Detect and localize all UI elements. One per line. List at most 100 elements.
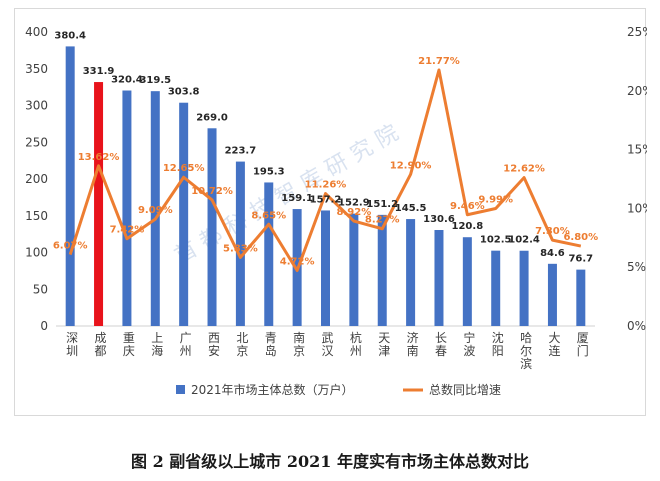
y-right-tick-label: 25% <box>627 25 647 39</box>
x-category-label: 京 <box>293 344 305 358</box>
bar-value-label: 152.9 <box>338 198 370 209</box>
y-right-tick-label: 15% <box>627 143 647 157</box>
x-category-label: 重 <box>123 331 135 345</box>
x-category-label: 州 <box>350 344 362 358</box>
growth-value-label: 6.07% <box>53 241 88 252</box>
x-category-label: 津 <box>378 344 390 358</box>
bar <box>65 46 75 326</box>
x-category-label: 广 <box>180 331 192 345</box>
bar-value-label: 223.7 <box>225 146 257 157</box>
x-category-label: 杭 <box>350 330 362 345</box>
bar <box>519 250 529 326</box>
growth-value-label: 11.26% <box>305 180 347 191</box>
bar-value-label: 84.6 <box>540 248 565 259</box>
y-left-tick-label: 300 <box>25 99 48 113</box>
y-right-tick-label: 5% <box>627 260 646 274</box>
growth-value-label: 9.99% <box>478 195 513 206</box>
figure-caption: 图 2 副省级以上城市 2021 年度实有市场主体总数对比 <box>131 452 529 471</box>
x-category-label: 海 <box>151 343 163 358</box>
y-right-tick-label: 0% <box>627 319 646 333</box>
growth-value-label: 9.09% <box>138 205 173 216</box>
x-category-label: 天 <box>378 331 390 345</box>
growth-value-label: 8.92% <box>337 207 372 218</box>
x-category-label: 滨 <box>520 356 532 371</box>
x-category-label: 武 <box>321 331 333 345</box>
bar-value-label: 320.4 <box>111 75 143 86</box>
bar-value-label: 130.6 <box>423 214 455 225</box>
x-category-label: 青 <box>265 331 277 345</box>
x-category-label: 春 <box>435 344 447 358</box>
bar <box>235 161 245 326</box>
bar-value-label: 269.0 <box>196 112 228 123</box>
chart-frame: 首 都 科 技 智 库 研 究 院 0 50 100 150 200 250 300 350 40… <box>14 8 647 416</box>
bar <box>349 213 359 326</box>
bar-value-label: 145.5 <box>395 203 427 214</box>
bar <box>207 128 217 326</box>
bar-value-label: 120.8 <box>452 221 484 232</box>
bar-value-label: 380.4 <box>54 30 86 41</box>
y-left-tick-label: 50 <box>33 282 48 296</box>
bar-value-label: 102.4 <box>508 235 540 246</box>
legend-bar-swatch <box>176 385 185 394</box>
bar <box>462 237 472 326</box>
growth-value-label: 5.83% <box>223 243 258 254</box>
bar <box>264 182 274 326</box>
y-left-tick-label: 0 <box>40 319 48 333</box>
x-category-label: 尔 <box>520 343 532 358</box>
bar <box>179 102 189 326</box>
x-category-label: 成 <box>95 331 107 345</box>
bar <box>122 90 132 326</box>
growth-value-label: 10.72% <box>191 186 233 197</box>
y-left-tick-label: 400 <box>25 25 48 39</box>
bar-value-label: 157.2 <box>310 194 342 205</box>
x-category-label: 门 <box>577 343 589 358</box>
growth-value-label: 12.65% <box>163 163 205 174</box>
bar-value-label: 303.8 <box>168 87 200 98</box>
x-category-label: 汉 <box>321 344 333 358</box>
bar-value-label: 102.5 <box>480 235 512 246</box>
x-category-label: 州 <box>180 344 192 358</box>
x-category-label: 京 <box>236 344 248 358</box>
y-right-tick-label: 20% <box>627 84 647 98</box>
x-category-label: 济 <box>407 330 419 345</box>
bar-value-label: 151.2 <box>366 199 398 210</box>
x-category-label: 安 <box>208 343 220 358</box>
growth-value-label: 9.46% <box>450 201 485 212</box>
x-category-label: 庆 <box>123 344 135 358</box>
x-category-label: 深 <box>66 331 78 345</box>
bar-value-label: 319.5 <box>139 75 171 86</box>
legend-bar-label: 2021年市场主体总数（万户） <box>191 382 354 397</box>
x-category-label: 大 <box>548 331 560 345</box>
bar <box>547 263 557 326</box>
x-category-label: 阳 <box>492 344 504 358</box>
y-left-tick-label: 250 <box>25 135 48 149</box>
growth-value-label: 6.80% <box>563 232 598 243</box>
bar-value-label: 331.9 <box>83 66 115 77</box>
bar <box>406 219 416 326</box>
x-category-label: 沈 <box>492 330 504 345</box>
x-category-label: 北 <box>236 331 248 345</box>
bar <box>321 210 330 326</box>
growth-value-label: 12.62% <box>503 164 545 175</box>
bar <box>576 269 586 326</box>
y-left-tick-label: 200 <box>25 172 48 186</box>
y-right-tick-label: 10% <box>627 201 647 215</box>
x-category-label: 宁 <box>463 330 475 345</box>
growth-line <box>68 68 582 272</box>
y-left-tick-label: 350 <box>25 62 48 76</box>
x-category-label: 西 <box>208 331 220 345</box>
growth-value-label: 21.77% <box>418 56 460 67</box>
x-category-label: 波 <box>463 344 475 358</box>
bar <box>434 230 444 326</box>
x-category-label: 南 <box>293 330 305 345</box>
growth-value-label: 12.90% <box>390 160 432 171</box>
x-category-label: 岛 <box>265 343 277 358</box>
x-category-label: 长 <box>435 331 447 345</box>
x-category-label: 圳 <box>66 344 78 358</box>
growth-value-label: 7.30% <box>535 226 570 237</box>
chart: 首 都 科 技 智 库 研 究 院05010015020025030035040… <box>25 25 647 397</box>
x-category-label: 南 <box>407 343 419 358</box>
x-category-label: 厦 <box>577 331 589 345</box>
y-left-tick-label: 150 <box>25 209 48 223</box>
bar <box>150 91 160 326</box>
